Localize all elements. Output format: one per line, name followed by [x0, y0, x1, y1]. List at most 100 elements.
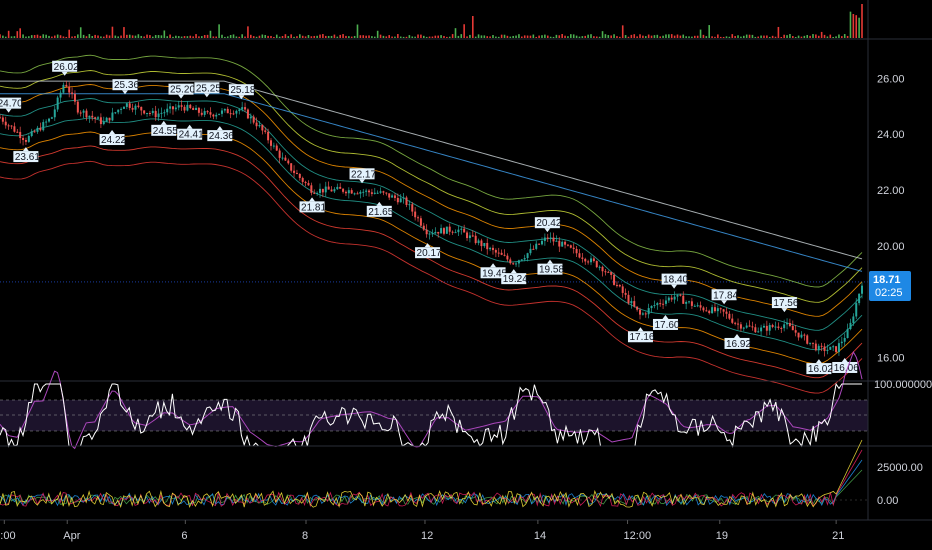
time-tick-label: 6	[181, 530, 187, 542]
candle-body	[91, 115, 94, 118]
price-pane[interactable]: 24.70 26.02 25.36 25.20 25.25 25.18 22.17 20.42…	[0, 54, 868, 394]
volume-bar	[105, 34, 108, 38]
volume-bar	[838, 34, 840, 38]
price-callout-label: 17.16	[629, 332, 654, 343]
volume-bar	[820, 31, 823, 38]
volume-bar	[443, 35, 445, 38]
volume-bar	[71, 36, 73, 38]
volume-bar	[100, 36, 102, 38]
candle-body	[650, 305, 653, 309]
volume-bar	[299, 34, 301, 38]
candle-body	[304, 181, 307, 184]
volume-bar	[846, 35, 849, 38]
volume-bar	[532, 34, 535, 38]
volume-bar	[123, 27, 125, 38]
volume-bar	[849, 11, 852, 38]
volume-bar	[662, 35, 664, 38]
candle-body	[457, 229, 460, 233]
time-tick-label: 12	[421, 530, 433, 542]
candle-body	[316, 192, 319, 194]
volume-bar	[714, 36, 716, 38]
candle-body	[255, 122, 258, 127]
candle-body	[344, 191, 347, 194]
candle-body	[480, 240, 483, 247]
volume-bar	[650, 35, 653, 38]
histogram-oscillator-pane[interactable]	[0, 439, 868, 509]
candle-body	[633, 301, 636, 307]
price-callout-label: 17.56	[773, 298, 798, 309]
volume-bar	[157, 35, 160, 38]
time-axis[interactable]: :00 Apr 6 8 12 14 12:00 19 21	[0, 520, 844, 542]
candle-body	[503, 254, 506, 256]
volume-bar	[345, 35, 347, 38]
candle-body	[160, 112, 163, 114]
candle-body	[373, 192, 376, 194]
candle-body	[644, 313, 647, 315]
price-callout-pointer	[662, 314, 669, 319]
volume-bar	[817, 35, 820, 38]
candle-body	[486, 242, 489, 250]
candle-body	[177, 105, 180, 108]
volume-bar	[446, 36, 448, 38]
price-callout-label: 25.36	[114, 80, 139, 91]
candle-body	[385, 192, 388, 194]
candle-body	[382, 191, 385, 193]
price-callouts: 24.70 26.02 25.36 25.20 25.25 25.18 22.17 20.42…	[0, 60, 859, 375]
time-tick-label: 21	[832, 530, 844, 542]
volume-bar	[293, 36, 295, 38]
volume-pane	[0, 4, 863, 38]
candle-body	[287, 160, 290, 164]
volume-bar	[108, 35, 111, 38]
price-tick-label: 20.00	[877, 241, 905, 253]
candle-body	[500, 252, 503, 255]
candle-body	[685, 301, 688, 304]
oscillator-pane[interactable]	[0, 350, 868, 450]
volume-bar	[676, 34, 679, 38]
candle-body	[94, 117, 97, 119]
candle-body	[339, 186, 342, 189]
price-callout-label: 16.02	[808, 364, 833, 375]
volume-bar	[454, 28, 457, 38]
candle-body	[33, 131, 36, 133]
candle-body	[195, 107, 198, 110]
volume-bar	[39, 35, 42, 38]
candle-body	[215, 114, 218, 117]
candle-body	[238, 109, 241, 111]
bar-countdown: 02:25	[875, 287, 903, 299]
candle-body	[56, 97, 59, 110]
candle-body	[673, 296, 676, 300]
volume-bar	[731, 34, 734, 38]
candle-body	[679, 294, 682, 296]
price-callout-box	[501, 273, 527, 285]
candle-body	[333, 189, 336, 192]
volume-bar	[570, 34, 572, 38]
candle-body	[218, 113, 221, 115]
price-callout-label: 20.17	[417, 248, 442, 259]
volume-bar	[356, 24, 359, 38]
volume-bar	[30, 35, 33, 38]
candle-body	[393, 195, 396, 198]
candle-body	[705, 310, 708, 312]
volume-bar	[526, 35, 529, 38]
price-callout-label: 26.02	[54, 62, 79, 73]
candle-body	[267, 131, 270, 141]
candle-body	[696, 305, 699, 307]
candle-body	[359, 191, 362, 194]
volume-bar	[226, 36, 229, 38]
volume-bar	[13, 36, 16, 38]
candle-body	[4, 121, 7, 126]
volume-bar	[734, 36, 736, 38]
volume-bar	[437, 35, 440, 38]
price-axis[interactable]: 26.00 24.00 22.00 20.00 16.00	[877, 73, 905, 364]
oscillator-signal-line	[0, 350, 863, 450]
candle-body	[272, 145, 275, 147]
volume-bar	[2, 35, 4, 38]
candle-body	[422, 225, 425, 230]
volume-bar	[463, 24, 465, 38]
price-callout-box	[832, 361, 858, 373]
candle-body	[59, 92, 62, 98]
volume-bar	[590, 34, 592, 38]
price-callout-label: 17.60	[654, 320, 679, 331]
price-callout-pointer	[734, 333, 741, 338]
